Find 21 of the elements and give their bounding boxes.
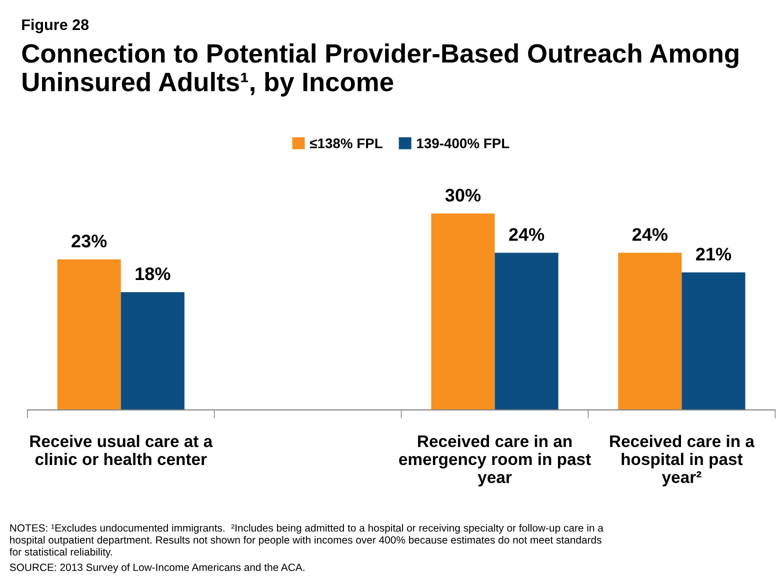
data-label: 24% xyxy=(632,228,668,241)
x-tick-label: Received care in an emergency room in past year xyxy=(399,434,591,486)
source-note: SOURCE: 2013 Survey of Low-Income Americans and the ACA. xyxy=(10,563,304,574)
bar xyxy=(120,292,184,410)
bar xyxy=(57,259,121,410)
bar xyxy=(682,272,746,410)
chart-title: Connection to Potential Provider-Based Outreach Among Uninsured Adults¹, by Income xyxy=(22,43,738,97)
data-label: 18% xyxy=(136,267,170,280)
chart-subtitle: Figure 28 xyxy=(22,18,89,34)
legend-label: 139-400% FPL xyxy=(417,138,510,148)
data-label: 24% xyxy=(509,228,544,241)
x-tick-label: Received care in a hospital in past year² xyxy=(610,434,755,486)
legend-label: ≤138% FPL xyxy=(310,138,382,148)
bar xyxy=(494,252,558,410)
x-tick-label: Receive usual care at a clinic or health center xyxy=(30,434,213,466)
text: NOTES: ¹Excludes undocumented immigrants. ²Includes being admitted to a hospital or receiving specialty or follow-up care in a hospital outpatient department. Results not shown for people with incomes over 400% because estimates do not meet standards for statistical reliability. xyxy=(10,524,604,558)
data-label: 21% xyxy=(696,248,732,260)
bar xyxy=(431,213,495,410)
data-label: 30% xyxy=(445,188,481,202)
bar xyxy=(618,252,682,410)
data-label: 23% xyxy=(72,234,107,248)
